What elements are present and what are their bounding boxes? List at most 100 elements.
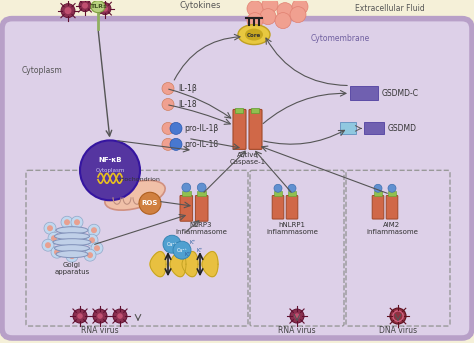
Bar [374, 191, 382, 196]
Circle shape [82, 3, 88, 9]
Circle shape [86, 234, 98, 246]
Circle shape [277, 3, 293, 19]
FancyBboxPatch shape [286, 196, 298, 219]
Circle shape [74, 219, 80, 225]
Circle shape [260, 9, 276, 25]
FancyBboxPatch shape [249, 109, 262, 149]
Text: TLRs: TLRs [90, 4, 106, 9]
Circle shape [42, 239, 54, 251]
Text: Cytoplasm: Cytoplasm [95, 168, 125, 173]
Text: Cytomembrane: Cytomembrane [310, 34, 370, 43]
Circle shape [292, 0, 308, 15]
Circle shape [390, 308, 406, 324]
FancyBboxPatch shape [2, 19, 472, 338]
Circle shape [69, 253, 75, 259]
Circle shape [170, 122, 182, 134]
Circle shape [247, 13, 263, 28]
Circle shape [374, 184, 382, 192]
Circle shape [91, 227, 97, 233]
Bar [251, 108, 259, 114]
Circle shape [290, 309, 304, 323]
Text: mitochondrion: mitochondrion [114, 177, 160, 182]
Circle shape [54, 249, 60, 255]
Circle shape [99, 3, 111, 15]
Circle shape [288, 184, 296, 192]
Circle shape [93, 309, 107, 323]
Text: K⁺: K⁺ [190, 240, 196, 245]
Circle shape [89, 237, 95, 243]
Circle shape [274, 184, 282, 192]
Circle shape [294, 313, 300, 319]
Ellipse shape [238, 25, 270, 45]
Circle shape [173, 241, 191, 259]
FancyBboxPatch shape [386, 196, 398, 219]
Polygon shape [170, 251, 186, 277]
Text: NLRP3
inflammasome: NLRP3 inflammasome [175, 222, 227, 235]
Circle shape [162, 138, 174, 150]
Polygon shape [182, 251, 198, 277]
FancyBboxPatch shape [180, 196, 192, 221]
Circle shape [71, 216, 83, 228]
Circle shape [64, 219, 70, 225]
Text: Extracellular Fluid: Extracellular Fluid [355, 4, 425, 13]
Text: GSDMD-C: GSDMD-C [382, 89, 419, 98]
Circle shape [64, 7, 72, 14]
Circle shape [162, 83, 174, 94]
Circle shape [61, 216, 73, 228]
Text: pro-IL-18: pro-IL-18 [184, 140, 218, 149]
FancyBboxPatch shape [372, 196, 384, 219]
Ellipse shape [91, 1, 105, 13]
Text: Active
Caspase-1: Active Caspase-1 [230, 152, 266, 165]
Text: Ca²⁺: Ca²⁺ [176, 248, 188, 253]
Circle shape [84, 249, 96, 261]
Text: Cytoplasm: Cytoplasm [22, 66, 63, 75]
Circle shape [117, 313, 123, 319]
Bar [350, 86, 378, 100]
Circle shape [170, 138, 182, 150]
Bar [197, 191, 206, 196]
FancyBboxPatch shape [233, 109, 246, 149]
Circle shape [48, 232, 60, 244]
Text: K⁺: K⁺ [185, 252, 191, 257]
FancyBboxPatch shape [195, 196, 208, 221]
Text: hNLRP1
inflammasome: hNLRP1 inflammasome [266, 222, 318, 235]
Ellipse shape [55, 245, 90, 252]
Circle shape [290, 7, 306, 23]
Bar [288, 191, 296, 196]
Circle shape [275, 13, 291, 28]
Circle shape [66, 250, 78, 262]
Circle shape [162, 122, 174, 134]
Circle shape [113, 309, 127, 323]
Circle shape [139, 192, 161, 214]
Bar [364, 122, 384, 134]
Circle shape [388, 184, 396, 192]
Text: IL-18: IL-18 [178, 100, 197, 109]
Bar [388, 191, 396, 196]
Circle shape [79, 0, 91, 12]
Ellipse shape [56, 251, 88, 258]
Circle shape [73, 309, 87, 323]
Circle shape [44, 222, 56, 234]
Polygon shape [202, 251, 218, 277]
Circle shape [94, 245, 100, 251]
Circle shape [182, 183, 191, 192]
Circle shape [102, 5, 108, 12]
Circle shape [162, 98, 174, 110]
Bar [235, 108, 243, 114]
Circle shape [91, 242, 103, 254]
Text: Golgi
apparatus: Golgi apparatus [55, 262, 90, 275]
Text: ROS: ROS [142, 200, 158, 206]
FancyBboxPatch shape [272, 196, 284, 219]
Text: RNA virus: RNA virus [81, 326, 119, 334]
Text: GSDMD: GSDMD [388, 124, 417, 133]
Bar [182, 191, 191, 196]
Bar [274, 191, 282, 196]
Text: K⁺: K⁺ [197, 248, 203, 253]
Ellipse shape [56, 227, 88, 234]
Ellipse shape [53, 239, 91, 246]
Text: IL-1β: IL-1β [178, 84, 197, 93]
Ellipse shape [245, 28, 263, 40]
Text: Cytokines: Cytokines [179, 1, 221, 10]
Circle shape [88, 224, 100, 236]
Ellipse shape [55, 233, 90, 240]
